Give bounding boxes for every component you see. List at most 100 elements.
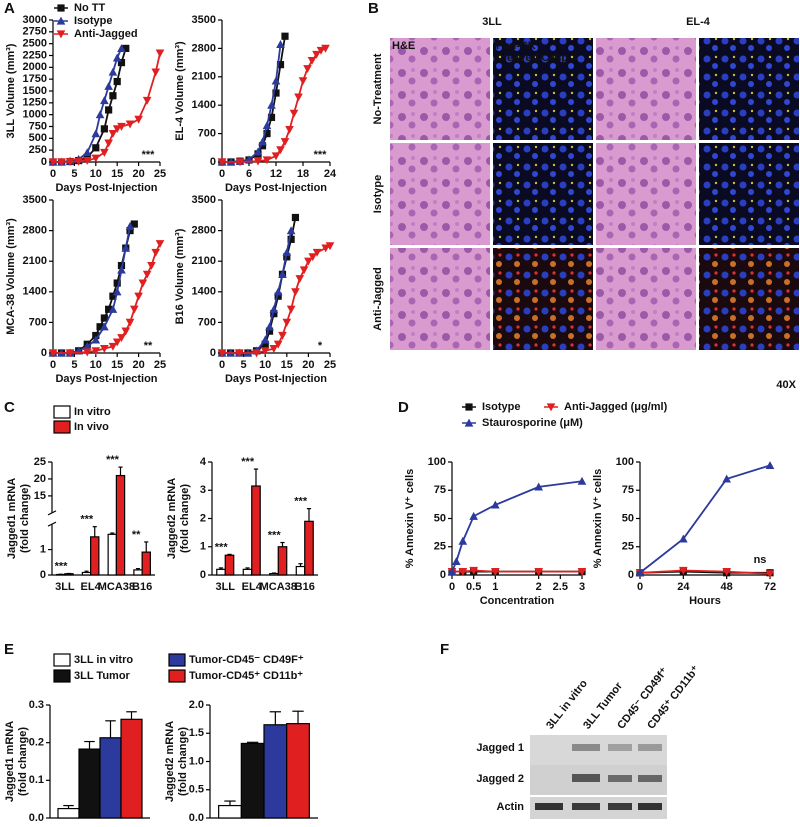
bar [263,724,288,819]
marker [147,261,156,270]
micrograph-panel: 3LL EL-4 No-Treatment Isotype Anti-Jagged H&E… [372,16,799,391]
marker [465,403,473,411]
marker [105,106,113,114]
bar [240,742,265,819]
micrograph [390,248,490,350]
legend-label: Staurosporine (μM) [482,417,583,429]
micrograph [699,248,799,350]
marker [469,566,478,575]
significance: *** [55,560,69,572]
marker [679,534,688,543]
y-axis-label: (fold change) [17,727,29,796]
micrograph [596,143,696,245]
y-tick-label: 0 [41,156,47,168]
marker [304,257,313,266]
legend-label: Anti-Jagged [74,28,138,40]
legend-swatch [53,405,71,419]
stain-label: Pan-CK [496,40,536,52]
x-axis-label: Days Post-Injection [225,182,327,194]
marker [134,115,143,124]
marker [765,570,775,579]
marker [464,418,474,427]
legend-swatch [168,669,186,683]
y-tick-label: 700 [29,316,47,328]
marker [105,305,113,313]
marker [95,110,105,119]
x-tick-label: 25 [324,359,336,371]
y-tick-label: 0.0 [189,812,204,824]
x-tick-label: 10 [259,359,271,371]
stain-label: Cleaved Casp 3 [496,52,577,64]
legend-label: Tumor-CD45⁺ CD11b⁺ [189,670,303,682]
marker [577,568,587,576]
y-tick-label: 0.1 [29,774,44,786]
y-tick-label: 0 [628,569,634,581]
legend-label: Isotype [482,401,521,413]
y-tick-label: 20 [34,473,46,485]
bar [78,748,101,819]
significance: *** [142,149,156,161]
y-tick-label: 0.0 [29,812,44,824]
y-axis-label: EL-4 Volume (mm³) [174,41,186,141]
y-axis-label: % Annexin V⁺ cells [592,469,604,569]
significance: *** [268,529,282,541]
y-tick-label: 0 [200,569,206,581]
marker [291,288,300,297]
y-tick-label: 0.2 [29,737,44,749]
marker [91,154,101,163]
blot-band [638,775,662,782]
y-axis-label: Jagged1 mRNA [4,721,16,802]
marker [112,53,122,62]
panel-label: E [4,641,14,658]
bar [251,485,261,576]
marker [117,334,126,343]
bar [64,573,74,576]
bar [107,533,117,576]
significance: *** [80,514,94,526]
marker [287,235,295,243]
marker [722,474,731,483]
x-tick-label: 15 [111,168,123,180]
y-tick-label: 75 [434,484,446,496]
marker [130,305,139,314]
x-tick-label: 1 [492,581,498,593]
y-tick-label: 500 [29,132,47,144]
significance: ** [132,529,141,541]
marker [138,279,148,288]
x-tick-label: 15 [281,359,293,371]
y-tick-label: 50 [622,512,634,524]
marker [56,30,66,39]
y-tick-label: 0 [440,569,446,581]
panel-label: B [368,0,379,17]
marker [82,156,92,165]
blot-band [638,744,662,751]
marker [56,16,66,25]
marker [325,242,335,251]
marker [491,500,500,509]
legend-swatch [53,653,71,667]
y-tick-label: 1500 [23,85,47,97]
legend-label: Isotype [74,15,113,27]
legend-label: Anti-Jagged (μg/ml) [564,401,668,413]
blot-band [608,775,632,782]
bar [304,520,314,576]
marker [447,567,457,576]
marker [217,158,227,167]
y-tick-label: 2500 [23,38,47,50]
y-tick-label: 25 [434,541,446,553]
series-line [639,569,771,575]
bar [269,572,279,576]
y-axis-label: B16 Volume (mm³) [174,228,186,324]
marker [294,93,303,102]
y-tick-label: 1400 [192,286,216,298]
y-tick-label: 50 [434,512,446,524]
marker [312,50,321,59]
marker [269,345,279,353]
x-tick-label: 20 [132,168,144,180]
x-tick-label: 6 [246,168,252,180]
column-label: 3LL [482,16,502,28]
y-tick-label: 0.5 [189,784,204,796]
marker [534,482,543,491]
micrograph [596,248,696,350]
x-tick-label: 20 [302,359,314,371]
